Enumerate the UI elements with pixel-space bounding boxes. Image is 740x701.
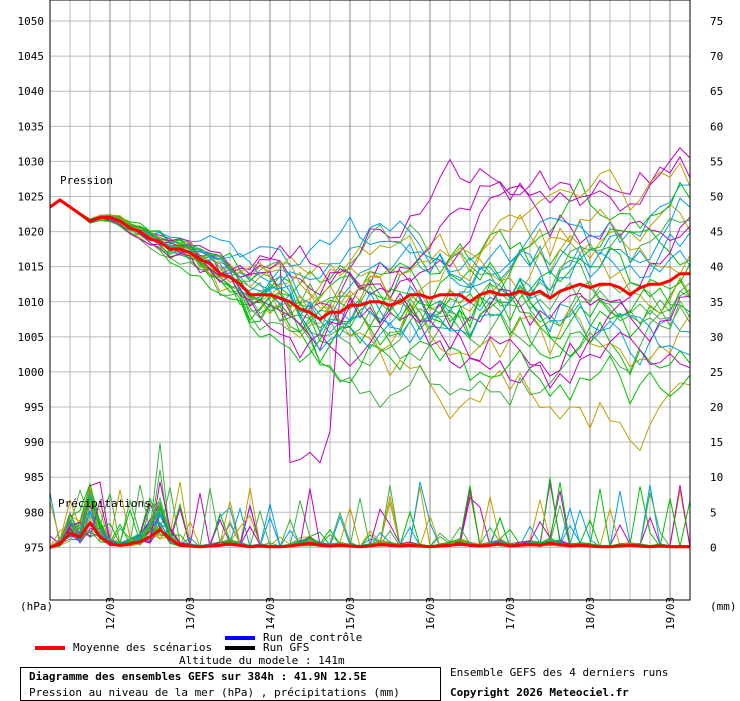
left-tick-label: 1030 bbox=[18, 155, 45, 168]
right-tick-label: 55 bbox=[710, 155, 723, 168]
left-tick-label: 985 bbox=[24, 471, 44, 484]
x-tick-label: 18/03 bbox=[584, 597, 597, 630]
left-tick-label: 1045 bbox=[18, 50, 45, 63]
title-box: Diagramme des ensembles GEFS sur 384h : … bbox=[20, 667, 441, 701]
altitude-text: Altitude du modele : 141m bbox=[179, 654, 345, 667]
left-tick-label: 1035 bbox=[18, 120, 45, 133]
x-tick-label: 19/03 bbox=[664, 597, 677, 630]
x-tick-label: 15/03 bbox=[344, 597, 357, 630]
left-tick-label: 1040 bbox=[18, 85, 45, 98]
right-axis-unit: (mm) bbox=[710, 600, 737, 613]
plot-frame bbox=[49, 0, 691, 601]
member-pressure-line bbox=[49, 199, 691, 366]
x-tick-label: 13/03 bbox=[184, 597, 197, 630]
left-tick-label: 990 bbox=[24, 436, 44, 449]
right-tick-label: 75 bbox=[710, 15, 723, 28]
grid bbox=[50, 0, 690, 600]
member-pressure-line bbox=[49, 199, 691, 315]
right-tick-label: 35 bbox=[710, 296, 723, 309]
right-tick-label: 60 bbox=[710, 120, 723, 133]
right-tick-label: 65 bbox=[710, 85, 723, 98]
member-pressure-line bbox=[49, 197, 691, 300]
control-swatch bbox=[225, 636, 255, 640]
left-tick-label: 1020 bbox=[18, 226, 45, 239]
legend-control: Run de contrôle bbox=[225, 631, 362, 644]
member-pressure-line bbox=[49, 199, 691, 406]
member-pressure-line bbox=[49, 199, 691, 333]
left-tick-label: 1025 bbox=[18, 190, 45, 203]
legend-gfs: Run GFS bbox=[225, 641, 309, 654]
member-pressure-line bbox=[49, 199, 691, 351]
right-tick-label: 10 bbox=[710, 471, 723, 484]
left-tick-label: 980 bbox=[24, 506, 44, 519]
right-tick-label: 15 bbox=[710, 436, 723, 449]
legend-mean: Moyenne des scénarios bbox=[35, 641, 212, 654]
left-tick-label: 1000 bbox=[18, 366, 45, 379]
right-tick-label: 0 bbox=[710, 541, 717, 554]
precip-annotation: Précipitations bbox=[58, 497, 151, 510]
gfs-swatch bbox=[225, 646, 255, 650]
legend-mean-label: Moyenne des scénarios bbox=[73, 641, 213, 654]
legend-gfs-label: Run GFS bbox=[263, 641, 310, 654]
x-tick-label: 12/03 bbox=[104, 597, 117, 630]
member-pressure-line bbox=[49, 199, 691, 409]
x-tick-label: 17/03 bbox=[504, 597, 517, 630]
mean-series bbox=[49, 198, 690, 549]
member-pressure-line bbox=[49, 199, 691, 390]
left-tick-label: 1005 bbox=[18, 331, 45, 344]
mean-swatch bbox=[35, 646, 65, 650]
left-tick-label: 1015 bbox=[18, 261, 45, 274]
legend-control-label: Run de contrôle bbox=[263, 631, 363, 644]
right-tick-label: 30 bbox=[710, 331, 723, 344]
right-tick-label: 50 bbox=[710, 190, 723, 203]
left-tick-label: 995 bbox=[24, 401, 44, 414]
pressure-annotation: Pression bbox=[60, 174, 113, 187]
copyright: Copyright 2026 Meteociel.fr bbox=[450, 686, 629, 699]
axes: 9759809859909951000100510101015102010251… bbox=[18, 0, 723, 630]
left-tick-label: 975 bbox=[24, 541, 44, 554]
right-tick-label: 20 bbox=[710, 401, 723, 414]
right-tick-label: 70 bbox=[710, 50, 723, 63]
right-tick-label: 40 bbox=[710, 261, 723, 274]
mean-pressure-line bbox=[49, 198, 690, 322]
right-tick-label: 5 bbox=[710, 506, 717, 519]
right-tick-label: 45 bbox=[710, 226, 723, 239]
member-precip-line bbox=[49, 482, 691, 548]
mean-precip-line bbox=[49, 520, 690, 549]
x-tick-label: 14/03 bbox=[264, 597, 277, 630]
right-tick-label: 25 bbox=[710, 366, 723, 379]
left-tick-label: 1050 bbox=[18, 15, 45, 28]
ensemble-chart: 9759809859909951000100510101015102010251… bbox=[18, 0, 737, 630]
x-tick-label: 16/03 bbox=[424, 597, 437, 630]
chart-subtitle: Pression au niveau de la mer (hPa) , pré… bbox=[29, 686, 400, 699]
chart-title: Diagramme des ensembles GEFS sur 384h : … bbox=[29, 670, 367, 683]
left-tick-label: 1010 bbox=[18, 296, 45, 309]
left-axis-unit: (hPa) bbox=[20, 600, 53, 613]
ensemble-note: Ensemble GEFS des 4 derniers runs bbox=[450, 666, 669, 679]
